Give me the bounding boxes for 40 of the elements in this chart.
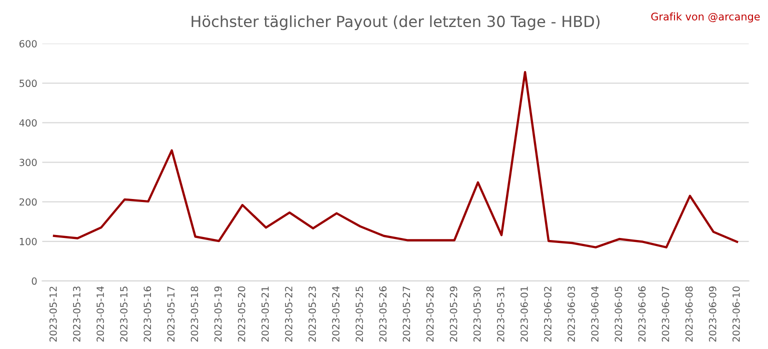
x-tick-label: 2023-05-24 bbox=[332, 286, 340, 342]
x-tick-label: 2023-06-10 bbox=[732, 286, 740, 342]
y-tick-label: 100 bbox=[20, 238, 37, 246]
y-tick-label: 300 bbox=[20, 158, 37, 166]
x-tick-label: 2023-06-08 bbox=[685, 286, 693, 342]
x-tick-label: 2023-06-05 bbox=[614, 286, 622, 342]
x-tick-label: 2023-05-26 bbox=[379, 286, 387, 342]
y-tick-label: 400 bbox=[19, 119, 37, 127]
x-tick-label: 2023-05-29 bbox=[450, 286, 458, 342]
x-tick-label: 2023-05-16 bbox=[144, 286, 152, 342]
x-tick-label: 2023-06-09 bbox=[708, 286, 716, 342]
x-tick-label: 2023-05-31 bbox=[496, 286, 504, 342]
x-tick-label: 2023-06-04 bbox=[591, 286, 599, 342]
x-tick-label: 2023-05-17 bbox=[167, 286, 175, 342]
x-tick-label: 2023-05-15 bbox=[120, 286, 128, 342]
x-tick-label: 2023-05-12 bbox=[49, 286, 57, 342]
chart-title: Höchster täglicher Payout (der letzten 30 Tage - HBD) bbox=[192, 15, 600, 30]
x-tick-label: 2023-06-03 bbox=[568, 286, 575, 342]
x-tick-label: 2023-05-19 bbox=[214, 286, 222, 342]
line-series bbox=[52, 70, 738, 248]
x-tick-label: 2023-06-01 bbox=[520, 286, 528, 342]
x-tick-label: 2023-05-30 bbox=[473, 286, 481, 342]
x-tick-label: 2023-06-06 bbox=[638, 286, 646, 342]
x-tick-label: 2023-05-21 bbox=[261, 286, 269, 342]
x-tick-label: 2023-05-25 bbox=[356, 286, 364, 342]
x-tick-label: 2023-05-27 bbox=[402, 286, 410, 342]
x-tick-label: 2023-06-07 bbox=[662, 286, 670, 342]
x-tick-label: 2023-05-22 bbox=[285, 286, 292, 342]
x-tick-label: 2023-05-28 bbox=[426, 286, 434, 342]
x-tick-label: 2023-05-23 bbox=[308, 286, 316, 342]
text: Grafik von @arcange bbox=[651, 12, 760, 22]
x-tick-label: 2023-05-18 bbox=[190, 286, 198, 342]
y-tick-label: 500 bbox=[20, 80, 37, 88]
x-tick-label: 2023-05-13 bbox=[73, 286, 80, 342]
y-tick-label: 0 bbox=[32, 277, 37, 285]
y-tick-label: 200 bbox=[20, 198, 37, 206]
x-tick-label: 2023-06-02 bbox=[544, 286, 552, 342]
x-tick-label: 2023-05-14 bbox=[96, 286, 104, 342]
y-tick-label: 600 bbox=[20, 40, 37, 48]
x-tick-label: 2023-05-20 bbox=[238, 286, 246, 342]
